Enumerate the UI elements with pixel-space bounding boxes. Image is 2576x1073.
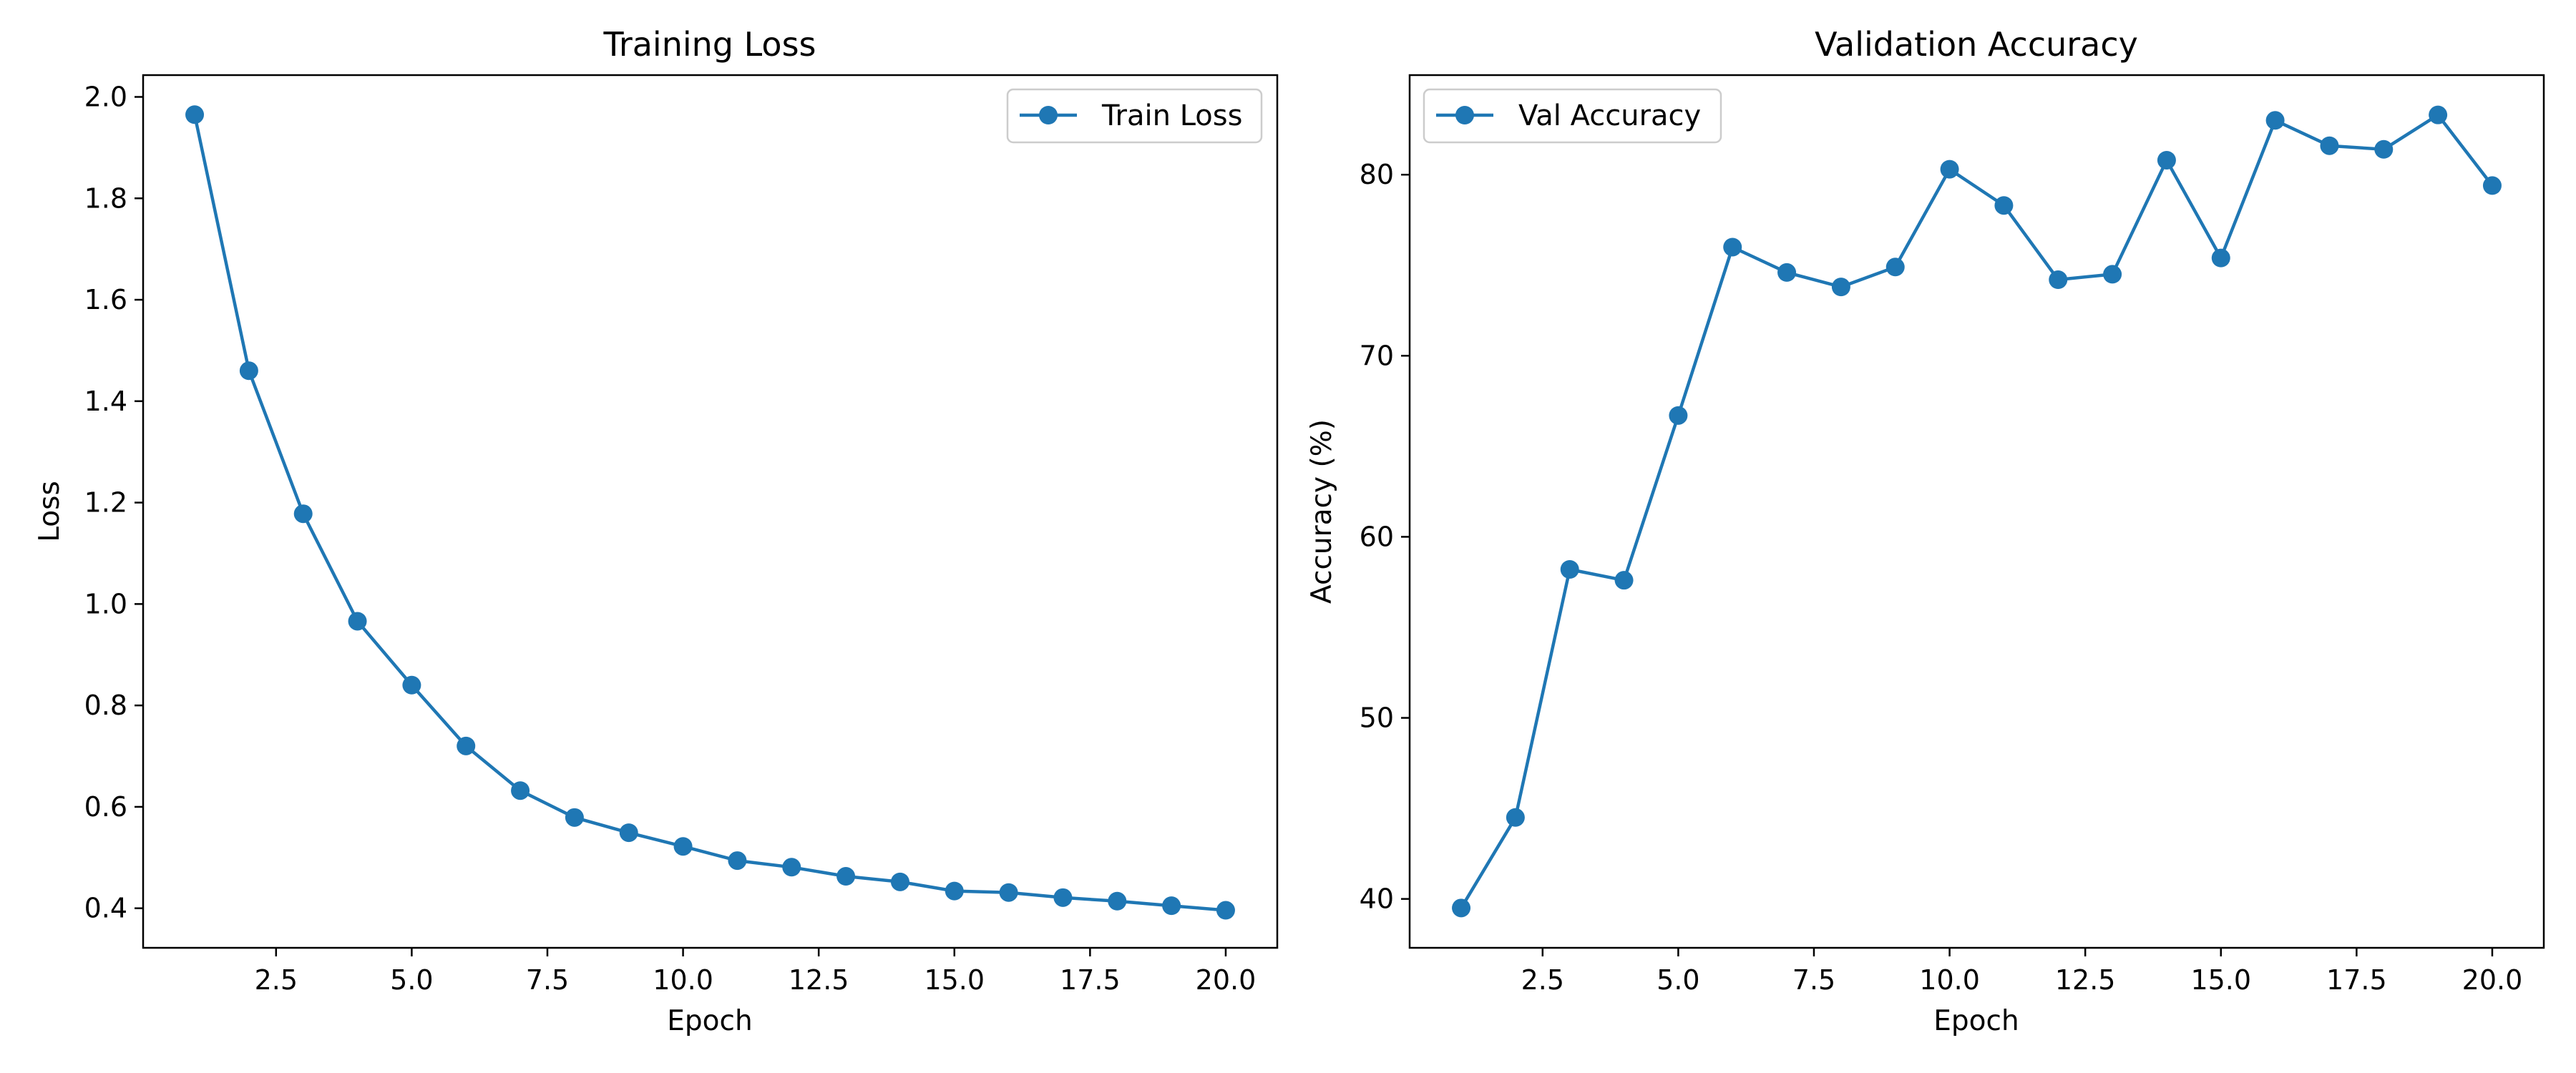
x-tick-label: 17.5 — [2326, 964, 2387, 996]
plot-area — [1408, 74, 2545, 949]
y-axis-label: Accuracy (%) — [1306, 419, 1338, 604]
data-point — [511, 781, 530, 800]
x-tick-label: 20.0 — [1196, 964, 1257, 996]
data-point — [1831, 278, 1850, 297]
x-tick-label: 2.5 — [1521, 964, 1564, 996]
data-point — [673, 837, 693, 856]
data-point — [2049, 270, 2068, 290]
x-tick-label: 2.5 — [255, 964, 298, 996]
x-tick-label: 15.0 — [2190, 964, 2251, 996]
data-point — [565, 808, 584, 827]
data-point — [402, 675, 421, 695]
x-tick-label: 12.5 — [2055, 964, 2116, 996]
data-point — [890, 872, 909, 891]
data-point — [1994, 196, 2014, 215]
x-tick-label: 7.5 — [1792, 964, 1835, 996]
data-point — [999, 883, 1018, 902]
y-tick-label: 40 — [1360, 883, 1394, 915]
data-point — [293, 504, 313, 524]
y-axis: 0.4 0.6 0.8 1.0 1.2 1.4 1.6 1.8 2.0 — [84, 81, 143, 924]
data-point — [1162, 896, 1181, 916]
data-point — [2211, 248, 2230, 268]
chart-validation-accuracy: Validation Accuracy 2.5 5.0 7.5 10.0 12.5 15.… — [1306, 25, 2545, 1037]
data-point — [185, 105, 205, 124]
data-point — [945, 881, 964, 901]
x-tick-label: 20.0 — [2462, 964, 2523, 996]
x-tick-label: 5.0 — [1657, 964, 1699, 996]
legend: Val Accuracy — [1423, 88, 1722, 144]
legend-label: Val Accuracy — [1518, 99, 1701, 132]
data-point — [836, 867, 856, 886]
data-point — [1614, 571, 1634, 590]
data-point — [2429, 105, 2448, 124]
legend-marker — [1039, 106, 1058, 124]
legend-frame — [1006, 88, 1263, 144]
data-point — [619, 823, 638, 843]
legend-frame — [1423, 88, 1722, 144]
data-point — [1560, 559, 1579, 579]
chart-title: Validation Accuracy — [1815, 25, 2138, 64]
data-point — [1506, 808, 1525, 827]
chart-training-loss: Training Loss 2.5 5.0 7.5 10.0 12.5 15.0 17.5 2… — [34, 25, 1279, 1037]
y-tick-label: 2.0 — [84, 81, 127, 112]
y-tick-label: 1.8 — [84, 182, 127, 214]
series-layer — [185, 105, 1235, 920]
x-axis: 2.5 5.0 7.5 10.0 12.5 15.0 17.5 20.0 — [255, 948, 1257, 996]
x-tick-label: 15.0 — [924, 964, 985, 996]
data-point — [2103, 265, 2122, 284]
x-tick-label: 10.0 — [653, 964, 713, 996]
x-tick-label: 17.5 — [1060, 964, 1121, 996]
x-axis-label: Epoch — [1933, 1005, 2019, 1037]
y-tick-label: 70 — [1360, 340, 1394, 371]
y-tick-label: 1.4 — [84, 386, 127, 417]
legend: Train Loss — [1006, 88, 1263, 144]
y-tick-label: 50 — [1360, 702, 1394, 734]
data-point — [1940, 160, 1959, 179]
data-point — [239, 361, 258, 381]
data-point — [2482, 176, 2502, 195]
y-tick-label: 80 — [1360, 159, 1394, 190]
data-point — [2265, 111, 2285, 130]
y-tick-label: 0.4 — [84, 893, 127, 924]
plot-area — [142, 74, 1279, 949]
data-point — [728, 851, 747, 871]
x-tick-label: 10.0 — [1919, 964, 1980, 996]
y-axis: 40 50 60 70 80 — [1360, 159, 1410, 915]
y-tick-label: 0.6 — [84, 791, 127, 823]
data-point — [457, 736, 476, 755]
series-layer — [1452, 105, 2502, 918]
data-point — [1216, 901, 1235, 920]
y-axis-label: Loss — [34, 481, 66, 542]
data-point — [1669, 406, 1688, 425]
y-tick-label: 1.6 — [84, 284, 127, 315]
y-tick-label: 1.2 — [84, 487, 127, 519]
data-point — [348, 612, 367, 631]
legend-marker — [1455, 106, 1474, 124]
legend-label: Train Loss — [1101, 99, 1242, 132]
data-point — [2320, 136, 2339, 155]
x-tick-label: 12.5 — [789, 964, 849, 996]
y-tick-label: 0.8 — [84, 690, 127, 721]
data-point — [2374, 139, 2394, 159]
x-tick-label: 5.0 — [390, 964, 433, 996]
series-line — [1460, 113, 2494, 909]
data-point — [1885, 258, 1905, 277]
data-point — [1053, 888, 1073, 907]
data-point — [1452, 898, 1471, 918]
x-axis-label: Epoch — [667, 1005, 752, 1037]
data-point — [1108, 891, 1127, 911]
data-point — [782, 858, 801, 877]
data-point — [1723, 237, 1742, 257]
y-tick-label: 1.0 — [84, 588, 127, 619]
data-point — [1777, 263, 1797, 282]
data-point — [2157, 150, 2176, 170]
chart-title: Training Loss — [602, 25, 816, 64]
y-tick-label: 60 — [1360, 521, 1394, 552]
x-tick-label: 7.5 — [526, 964, 569, 996]
x-axis: 2.5 5.0 7.5 10.0 12.5 15.0 17.5 20.0 — [1521, 948, 2523, 996]
